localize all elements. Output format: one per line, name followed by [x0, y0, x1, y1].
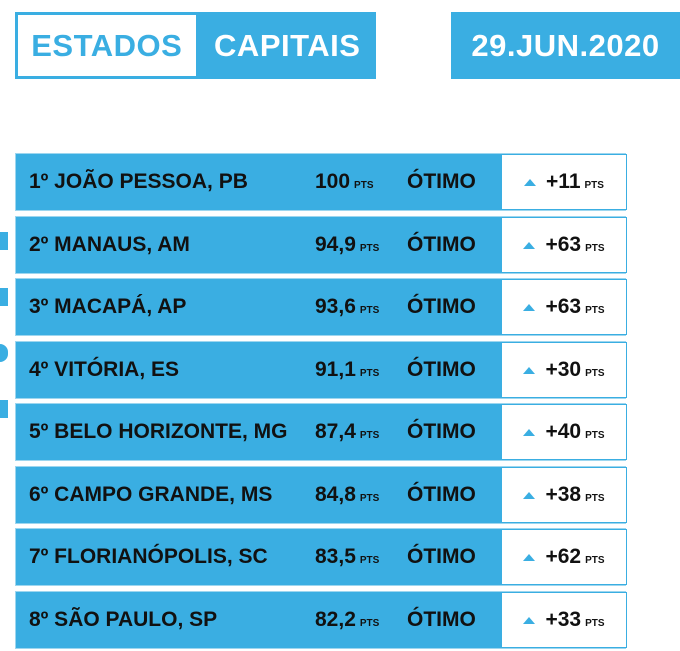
tab-estados[interactable]: ESTADOS [15, 12, 199, 79]
change-unit: PTS [585, 304, 605, 316]
score: 83,5 PTS [315, 529, 379, 585]
change-value: +11 [546, 170, 581, 193]
score-value: 100 [315, 170, 351, 193]
triangle-up-icon [523, 616, 536, 624]
change-unit: PTS [585, 429, 605, 441]
ranking-row: 4º VITÓRIA, ES 91,1 PTS ÓTIMO +30 PTS [15, 341, 627, 399]
score: 100 PTS [315, 154, 374, 210]
status-label: ÓTIMO [407, 483, 476, 506]
city-name: 5º BELO HORIZONTE, MG [29, 420, 288, 443]
change-unit: PTS [585, 242, 605, 254]
change-badge: +33 PTS [501, 592, 627, 648]
score-unit: PTS [359, 429, 380, 441]
score-unit: PTS [354, 179, 374, 191]
city-name: 2º MANAUS, AM [29, 233, 190, 256]
score-value: 83,5 [315, 545, 356, 568]
score-value: 84,8 [315, 483, 356, 506]
change-value: +63 [545, 295, 582, 318]
ranking-row: 7º FLORIANÓPOLIS, SC 83,5 PTS ÓTIMO +62 PTS [15, 528, 627, 586]
score-unit: PTS [359, 242, 380, 254]
score-value: 82,2 [315, 608, 356, 631]
change-value: +30 [545, 358, 582, 381]
ranking-row: 8º SÃO PAULO, SP 82,2 PTS ÓTIMO +33 PTS [15, 591, 627, 649]
score-unit: PTS [359, 492, 380, 504]
linkedin-icon[interactable] [0, 400, 8, 418]
score: 82,2 PTS [315, 592, 379, 648]
score-unit: PTS [359, 617, 380, 629]
whatsapp-icon[interactable] [0, 344, 8, 362]
score-unit: PTS [359, 554, 380, 566]
triangle-up-icon [523, 303, 536, 311]
change-unit: PTS [585, 617, 605, 629]
city-name: 3º MACAPÁ, AP [29, 295, 187, 318]
score: 93,6 PTS [315, 279, 379, 335]
ranking-row: 1º JOÃO PESSOA, PB 100 PTS ÓTIMO +11 PTS [15, 153, 627, 211]
change-value: +63 [545, 233, 582, 256]
city-name: 7º FLORIANÓPOLIS, SC [29, 545, 268, 568]
change-unit: PTS [584, 179, 604, 191]
score: 84,8 PTS [315, 467, 379, 523]
change-unit: PTS [585, 554, 605, 566]
change-badge: +62 PTS [501, 529, 627, 585]
score-value: 94,9 [315, 233, 356, 256]
triangle-up-icon [523, 366, 536, 374]
score: 94,9 PTS [315, 217, 379, 273]
score-value: 93,6 [315, 295, 356, 318]
status-label: ÓTIMO [407, 420, 476, 443]
triangle-up-icon [523, 553, 536, 561]
tab-bar: ESTADOS CAPITAIS [15, 12, 376, 79]
status-label: ÓTIMO [407, 295, 476, 318]
score-value: 87,4 [315, 420, 356, 443]
tab-capitais[interactable]: CAPITAIS [198, 12, 376, 79]
change-value: +62 [545, 545, 582, 568]
change-badge: +11 PTS [501, 154, 627, 210]
change-unit: PTS [585, 492, 605, 504]
change-value: +33 [545, 608, 582, 631]
status-label: ÓTIMO [407, 608, 476, 631]
triangle-up-icon [523, 428, 536, 436]
triangle-up-icon [523, 241, 536, 249]
city-name: 6º CAMPO GRANDE, MS [29, 483, 273, 506]
twitter-icon[interactable] [0, 232, 8, 250]
city-name: 8º SÃO PAULO, SP [29, 608, 218, 631]
city-name: 4º VITÓRIA, ES [29, 358, 180, 381]
change-unit: PTS [585, 367, 605, 379]
change-badge: +40 PTS [501, 404, 627, 460]
status-label: ÓTIMO [407, 545, 476, 568]
score-value: 91,1 [315, 358, 356, 381]
score: 91,1 PTS [315, 342, 379, 398]
ranking-row: 5º BELO HORIZONTE, MG 87,4 PTS ÓTIMO +40 PTS [15, 403, 627, 461]
triangle-up-icon [523, 491, 536, 499]
change-badge: +38 PTS [501, 467, 627, 523]
change-value: +40 [545, 420, 582, 443]
change-badge: +30 PTS [501, 342, 627, 398]
change-badge: +63 PTS [501, 279, 627, 335]
triangle-up-icon [524, 178, 537, 186]
status-label: ÓTIMO [407, 233, 476, 256]
ranking-row: 3º MACAPÁ, AP 93,6 PTS ÓTIMO +63 PTS [15, 278, 627, 336]
ranking-row: 2º MANAUS, AM 94,9 PTS ÓTIMO +63 PTS [15, 216, 627, 274]
city-name: 1º JOÃO PESSOA, PB [29, 170, 248, 193]
facebook-icon[interactable] [0, 288, 8, 306]
change-value: +38 [545, 483, 582, 506]
ranking-row: 6º CAMPO GRANDE, MS 84,8 PTS ÓTIMO +38 PTS [15, 466, 627, 524]
score-unit: PTS [359, 304, 380, 316]
date-badge: 29.JUN.2020 [451, 12, 680, 79]
change-badge: +63 PTS [501, 217, 627, 273]
score-unit: PTS [359, 367, 380, 379]
score: 87,4 PTS [315, 404, 379, 460]
status-label: ÓTIMO [407, 358, 476, 381]
status-label: ÓTIMO [407, 170, 476, 193]
